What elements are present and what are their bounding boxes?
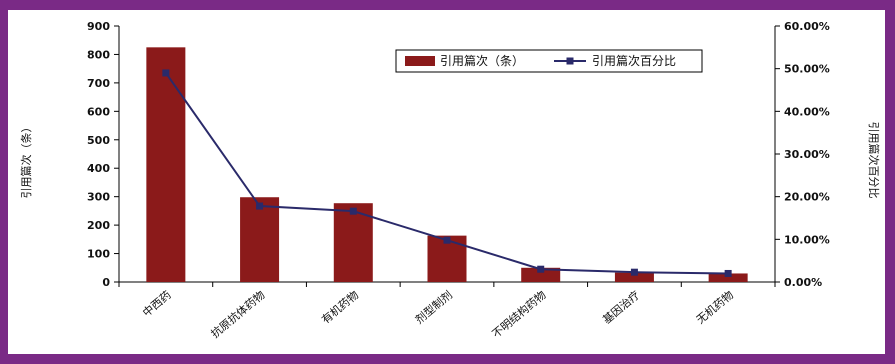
percent-marker bbox=[537, 265, 545, 273]
category-label: 抗原抗体药物 bbox=[208, 288, 268, 341]
percent-marker bbox=[630, 268, 638, 276]
category-label: 有机药物 bbox=[319, 288, 362, 327]
category-label: 不明结构药物 bbox=[489, 288, 549, 341]
left-tick-label: 400 bbox=[87, 162, 110, 175]
bar bbox=[240, 197, 280, 282]
legend-line-marker bbox=[566, 57, 574, 65]
y-axis-title: 引用篇次（条） bbox=[19, 122, 33, 199]
left-tick-label: 500 bbox=[87, 134, 110, 147]
chart-frame: 0 100 200 300 400 500 600 700 800 900 0.00% 10.00% 2… bbox=[8, 10, 885, 354]
bar bbox=[614, 272, 654, 282]
left-tick-label: 0 bbox=[102, 276, 110, 289]
bar bbox=[708, 273, 748, 282]
category-label: 无机药物 bbox=[693, 288, 736, 327]
right-tick-label: 10.00% bbox=[784, 233, 830, 246]
right-tick-label: 50.00% bbox=[784, 63, 830, 76]
left-tick-label: 200 bbox=[87, 219, 110, 232]
right-tick-label: 40.00% bbox=[784, 105, 830, 118]
bar bbox=[333, 203, 373, 282]
y2-axis-title: 引用篇次百分比 bbox=[867, 122, 881, 199]
left-tick-label: 900 bbox=[87, 20, 110, 33]
left-tick-label: 800 bbox=[87, 48, 110, 61]
category-label: 中西药 bbox=[140, 288, 174, 319]
left-tick-label: 300 bbox=[87, 191, 110, 204]
percent-marker bbox=[349, 207, 357, 215]
percent-marker bbox=[724, 269, 732, 277]
right-tick-label: 20.00% bbox=[784, 191, 830, 204]
combo-chart: 0 100 200 300 400 500 600 700 800 900 0.00% 10.00% 2… bbox=[19, 20, 881, 341]
bar bbox=[146, 47, 186, 283]
category-label: 剂型制剂 bbox=[412, 288, 455, 327]
legend-bar-label: 引用篇次（条） bbox=[440, 53, 524, 68]
left-tick-label: 600 bbox=[87, 105, 110, 118]
percent-marker bbox=[443, 236, 451, 244]
right-tick-label: 60.00% bbox=[784, 20, 830, 33]
legend-box bbox=[395, 49, 703, 73]
percent-marker bbox=[162, 69, 170, 77]
legend-bar-swatch bbox=[405, 56, 435, 66]
right-tick-label: 0.00% bbox=[784, 276, 822, 289]
category-label: 基因治疗 bbox=[600, 288, 643, 327]
legend-line-label: 引用篇次百分比 bbox=[592, 53, 676, 68]
left-tick-label: 700 bbox=[87, 77, 110, 90]
bar bbox=[521, 267, 561, 282]
right-tick-label: 30.00% bbox=[784, 148, 830, 161]
left-tick-label: 100 bbox=[87, 248, 110, 261]
percent-marker bbox=[256, 202, 264, 210]
